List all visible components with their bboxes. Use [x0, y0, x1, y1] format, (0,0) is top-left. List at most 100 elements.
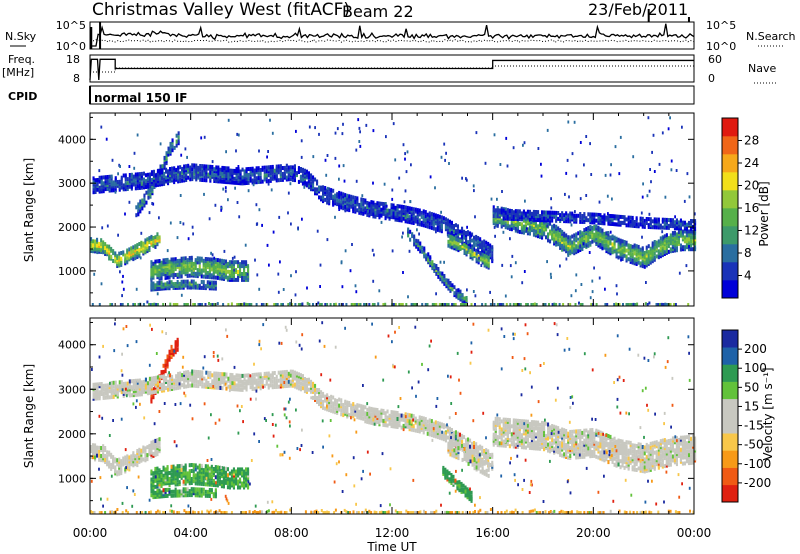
heatmap-cell — [408, 419, 411, 424]
heatmap-cell — [615, 302, 617, 306]
heatmap-cell — [138, 449, 141, 454]
heatmap-cell — [593, 218, 596, 223]
heatmap-cell — [461, 226, 464, 231]
heatmap-cell — [649, 217, 652, 222]
heatmap-cell — [151, 283, 154, 287]
heatmap-cell — [128, 177, 131, 181]
heatmap-cell — [153, 302, 156, 306]
heatmap-cell — [336, 127, 339, 131]
heatmap-cell — [414, 215, 417, 220]
heatmap-cell — [211, 165, 214, 169]
heatmap-cell — [557, 232, 560, 237]
heatmap-cell — [276, 303, 279, 306]
heatmap-cell — [417, 247, 420, 252]
heatmap-cell — [394, 205, 397, 210]
heatmap-cell — [233, 168, 236, 173]
heatmap-cell — [396, 421, 399, 425]
heatmap-cell — [413, 234, 416, 239]
heatmap-cell — [192, 232, 194, 236]
heatmap-cell — [667, 223, 670, 228]
heatmap-cell — [435, 264, 438, 268]
heatmap-cell — [473, 239, 476, 244]
heatmap-cell — [150, 277, 153, 281]
heatmap-cell — [414, 303, 417, 306]
heatmap-cell — [421, 249, 424, 254]
heatmap-cell — [173, 386, 176, 391]
heatmap-cell — [182, 268, 185, 273]
heatmap-cell — [669, 218, 672, 223]
heatmap-cell — [523, 141, 526, 145]
heatmap-cell — [679, 247, 682, 252]
heatmap-cell — [341, 285, 344, 289]
heatmap-cell — [585, 244, 588, 248]
heatmap-cell — [114, 176, 117, 181]
heatmap-cell — [352, 402, 355, 407]
heatmap-cell — [579, 141, 582, 144]
heatmap-cell — [659, 246, 662, 251]
heatmap-cell — [330, 394, 333, 399]
heatmap-cell — [211, 160, 214, 164]
heatmap-cell — [92, 443, 95, 448]
heatmap-cell — [251, 172, 254, 177]
heatmap-cell — [645, 217, 648, 221]
heatmap-cell — [273, 371, 276, 375]
heatmap-cell — [165, 175, 168, 180]
heatmap-cell — [186, 279, 189, 284]
heatmap-cell — [202, 284, 205, 288]
heatmap-cell — [258, 208, 261, 212]
heatmap-cell — [522, 143, 524, 147]
heatmap-cell — [386, 214, 389, 219]
heatmap-cell — [344, 197, 347, 201]
heatmap-cell — [175, 175, 178, 180]
heatmap-cell — [220, 264, 223, 269]
heatmap-cell — [152, 281, 155, 286]
heatmap-cell — [164, 258, 167, 263]
heatmap-cell — [152, 395, 155, 400]
heatmap-cell — [267, 375, 270, 380]
heatmap-cell — [136, 184, 139, 189]
heatmap-cell — [271, 174, 274, 179]
heatmap-cell — [633, 257, 636, 262]
heatmap-cell — [514, 303, 517, 306]
heatmap-cell — [505, 303, 508, 306]
heatmap-cell — [625, 254, 628, 259]
heatmap-cell — [341, 303, 344, 306]
heatmap-cell — [518, 209, 521, 214]
heatmap-cell — [118, 459, 121, 464]
heatmap-cell — [98, 396, 101, 401]
heatmap-cell — [412, 303, 415, 306]
heatmap-cell — [469, 235, 472, 240]
heatmap-cell — [203, 164, 206, 169]
power-heatmap — [90, 116, 697, 306]
heatmap-cell — [542, 303, 545, 306]
heatmap-cell — [344, 405, 347, 410]
heatmap-cell — [485, 254, 488, 259]
nave-label: Nave — [748, 62, 776, 75]
heatmap-cell — [593, 224, 596, 229]
heatmap-cell — [256, 273, 259, 277]
heatmap-cell — [526, 227, 528, 231]
heatmap-cell — [112, 259, 115, 263]
heatmap-cell — [376, 420, 379, 424]
heatmap-cell — [549, 239, 552, 244]
heatmap-cell — [611, 250, 614, 255]
heatmap-cell — [165, 151, 168, 156]
heatmap-cell — [651, 219, 654, 224]
heatmap-cell — [220, 206, 223, 210]
heatmap-cell — [350, 303, 353, 306]
heatmap-cell — [402, 216, 405, 221]
heatmap-cell — [235, 260, 238, 265]
heatmap-cell — [159, 383, 162, 388]
heatmap-cell — [261, 179, 264, 184]
heatmap-cell — [643, 222, 646, 227]
heatmap-cell — [570, 294, 573, 298]
heatmap-cell — [98, 445, 101, 450]
heatmap-cell — [245, 379, 248, 384]
heatmap-cell — [215, 379, 218, 384]
heatmap-cell — [305, 173, 308, 178]
heatmap-cell — [171, 274, 174, 278]
heatmap-cell — [685, 237, 688, 242]
heatmap-cell — [96, 181, 99, 186]
heatmap-cell — [268, 263, 270, 267]
heatmap-cell — [360, 404, 363, 409]
